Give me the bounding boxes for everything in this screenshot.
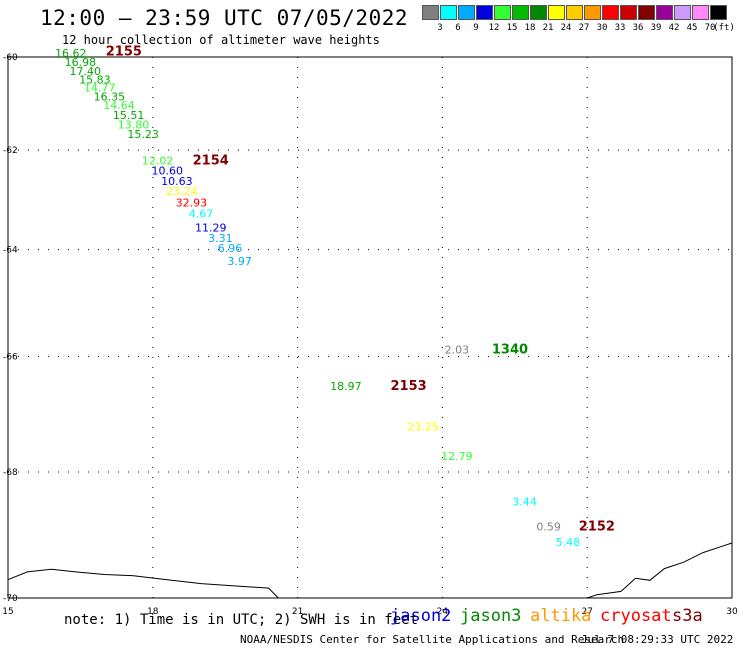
satellite-label: altika bbox=[530, 606, 592, 626]
wave-height-value: 3.44 bbox=[512, 496, 537, 509]
wave-height-value: 10.60 bbox=[152, 164, 184, 177]
legend-label: 15 bbox=[506, 23, 518, 33]
page-title: 12:00 – 23:59 UTC 07/05/2022 bbox=[40, 6, 409, 30]
legend-label: 27 bbox=[578, 23, 590, 33]
wave-height-value: 16.62 bbox=[55, 47, 87, 60]
legend-label: 24 bbox=[560, 23, 572, 33]
legend-swatch bbox=[674, 5, 691, 20]
satellite-label: s3a bbox=[672, 606, 703, 626]
legend-swatch bbox=[656, 5, 673, 20]
pass-time-label: 2152 bbox=[579, 519, 615, 534]
lat-tick-label: -68 bbox=[3, 468, 18, 478]
wave-height-value: 23.25 bbox=[407, 420, 439, 433]
wave-height-value: 16.35 bbox=[94, 91, 126, 104]
wave-height-value: 12.79 bbox=[441, 450, 473, 463]
pass-time-label: 2154 bbox=[193, 154, 229, 169]
coastline bbox=[7, 568, 279, 599]
wave-height-value: 14.64 bbox=[103, 99, 135, 112]
legend-swatch bbox=[476, 5, 493, 20]
wave-height-value: 13.80 bbox=[118, 119, 150, 132]
legend-swatch bbox=[620, 5, 637, 20]
coastline bbox=[587, 542, 733, 599]
wave-height-value: 23.24 bbox=[166, 185, 198, 198]
wave-height-value: 18.97 bbox=[330, 380, 362, 393]
legend-label: 21 bbox=[542, 23, 554, 33]
legend-swatch bbox=[422, 5, 439, 20]
legend-swatch bbox=[566, 5, 583, 20]
wave-height-value: 15.51 bbox=[113, 109, 145, 122]
lon-tick-label: 15 bbox=[2, 607, 13, 617]
wave-height-value: 2.03 bbox=[445, 344, 470, 357]
pass-time-label: 2155 bbox=[106, 45, 142, 60]
legend-label: 36 bbox=[632, 23, 644, 33]
credit-text: NOAA/NESDIS Center for Satellite Applica… bbox=[240, 633, 625, 646]
lon-tick-label: 24 bbox=[437, 607, 449, 617]
legend-label: 30 bbox=[596, 23, 608, 33]
lon-tick-label: 30 bbox=[726, 607, 738, 617]
legend-swatch bbox=[512, 5, 529, 20]
legend-label: 45 bbox=[686, 23, 698, 33]
lat-tick-label: -64 bbox=[3, 246, 18, 256]
legend-label: 33 bbox=[614, 23, 626, 33]
legend-swatch bbox=[584, 5, 601, 20]
satellite-label: cryosat bbox=[600, 606, 672, 626]
wave-height-value: 0.59 bbox=[536, 520, 561, 533]
wave-height-value: 17.40 bbox=[69, 65, 101, 78]
generated-timestamp: Jul 7 08:29:33 UTC 2022 bbox=[581, 633, 734, 646]
map-frame bbox=[7, 56, 733, 599]
lat-tick-label: -66 bbox=[3, 352, 18, 362]
legend-label: 9 bbox=[473, 23, 479, 33]
lon-tick-label: 27 bbox=[581, 607, 592, 617]
legend-swatch bbox=[602, 5, 619, 20]
wave-height-legend: 3 6 9 12 15 18 21 24 27 30 33 36 39 42 45 70 (ft) bbox=[422, 5, 735, 35]
legend-label: 3 bbox=[437, 23, 443, 33]
legend-swatch bbox=[530, 5, 547, 20]
legend-unit: (ft) bbox=[713, 23, 735, 33]
lat-tick-label: -60 bbox=[3, 53, 18, 63]
legend-label: 6 bbox=[455, 23, 461, 33]
legend-swatch bbox=[458, 5, 475, 20]
wave-height-value: 3.31 bbox=[208, 232, 233, 245]
pass-time-label: 2153 bbox=[391, 379, 427, 394]
legend-label: 39 bbox=[650, 23, 662, 33]
legend-swatch bbox=[440, 5, 457, 20]
lon-tick-label: 21 bbox=[292, 607, 303, 617]
legend-label: 70 bbox=[704, 23, 716, 33]
wave-height-value: 14.77 bbox=[84, 82, 116, 95]
wave-height-value: 15.83 bbox=[79, 73, 111, 86]
legend-label: 12 bbox=[488, 23, 500, 33]
satellite-label: jason2 bbox=[390, 606, 452, 626]
legend-swatch bbox=[494, 5, 511, 20]
lat-tick-label: -70 bbox=[3, 594, 18, 604]
wave-height-value: 16.98 bbox=[65, 56, 97, 69]
footer-note: note: 1) Time is in UTC; 2) SWH is in fe… bbox=[64, 612, 419, 628]
wave-height-value: 3.97 bbox=[227, 255, 252, 268]
legend-label: 18 bbox=[524, 23, 536, 33]
lon-tick-label: 18 bbox=[147, 607, 159, 617]
satellite-label: jason3 bbox=[460, 606, 522, 626]
wave-height-value: 12.02 bbox=[142, 155, 174, 168]
wave-height-value: 32.93 bbox=[176, 196, 208, 209]
pass-time-label: 1340 bbox=[492, 343, 528, 358]
wave-height-value: 4.67 bbox=[189, 208, 214, 221]
legend-label: 42 bbox=[668, 23, 680, 33]
wave-height-value: 6.96 bbox=[218, 242, 243, 255]
legend-swatch bbox=[638, 5, 655, 20]
legend-swatch bbox=[548, 5, 565, 20]
wave-height-value: 5.48 bbox=[556, 536, 581, 549]
legend-swatch bbox=[692, 5, 709, 20]
wave-height-value: 11.29 bbox=[195, 222, 227, 235]
wave-height-value: 15.23 bbox=[127, 128, 159, 141]
page-subtitle: 12 hour collection of altimeter wave hei… bbox=[62, 33, 380, 47]
lat-tick-label: -62 bbox=[3, 146, 18, 156]
wave-height-value: 10.63 bbox=[161, 175, 193, 188]
legend-swatch bbox=[710, 5, 727, 20]
